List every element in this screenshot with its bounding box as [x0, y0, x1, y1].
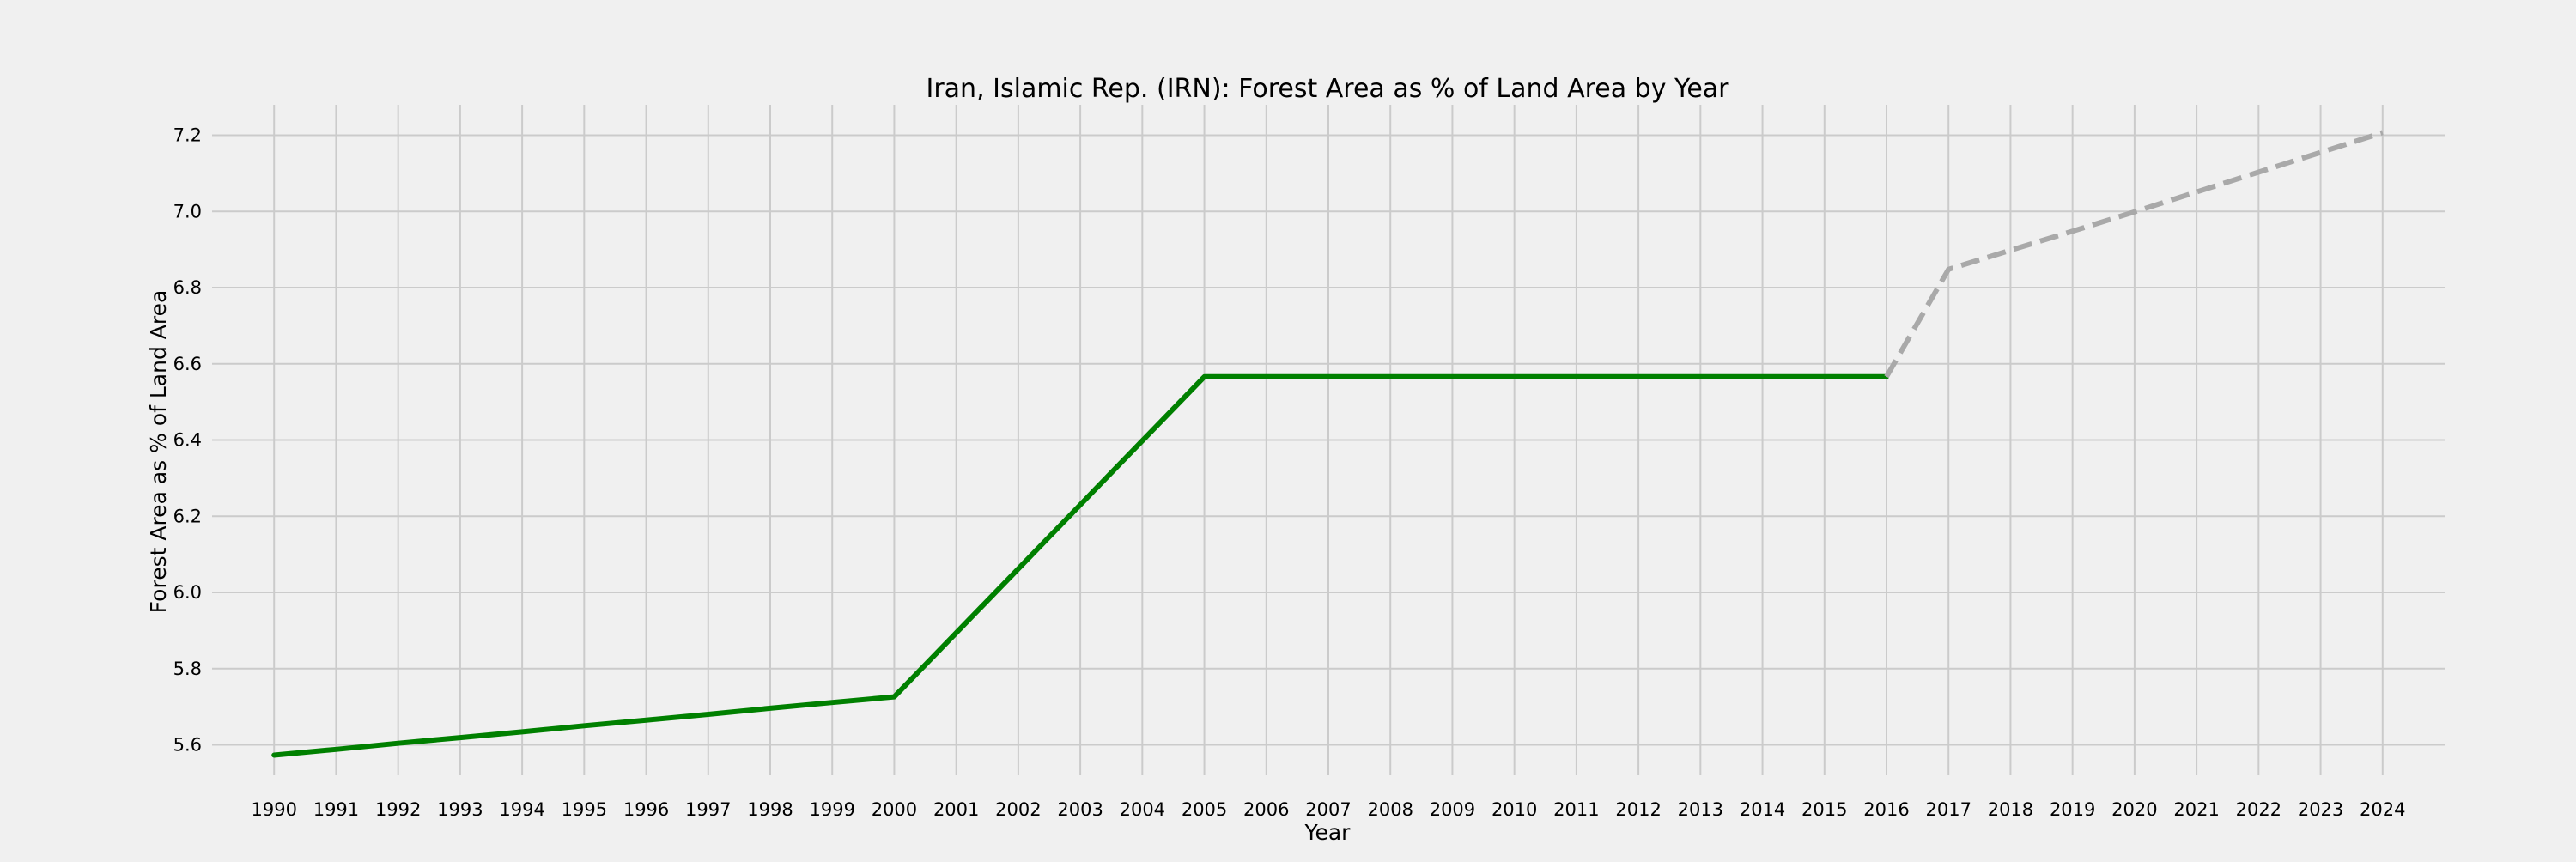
x-tick-label: 2018 [1988, 799, 2033, 820]
x-tick-label: 2017 [1925, 799, 1971, 820]
x-tick-label: 2008 [1367, 799, 1413, 820]
projected-series-line [1884, 130, 2384, 379]
x-tick-label: 1997 [685, 799, 731, 820]
x-tick-label: 2022 [2236, 799, 2281, 820]
x-tick-label: 2012 [1615, 799, 1661, 820]
x-tick-label: 2011 [1553, 799, 1599, 820]
x-tick-label: 2003 [1057, 799, 1103, 820]
y-tick-label: 6.0 [173, 582, 202, 603]
y-tick-label: 7.0 [173, 201, 202, 222]
x-tick-label: 2010 [1492, 799, 1537, 820]
y-tick-label: 5.6 [173, 735, 202, 756]
x-axis-ticks: 1990 1991 1992 1993 1994 1995 1996 1997 1998 1999… [251, 799, 2405, 820]
chart-title: Iran, Islamic Rep. (IRN): Forest Area as… [926, 74, 1729, 104]
x-tick-label: 2006 [1243, 799, 1289, 820]
x-tick-label: 2021 [2173, 799, 2219, 820]
x-tick-label: 1993 [437, 799, 483, 820]
x-tick-label: 2015 [1801, 799, 1847, 820]
y-tick-label: 7.2 [173, 125, 202, 146]
x-tick-label: 1995 [562, 799, 607, 820]
x-tick-label: 2014 [1740, 799, 1785, 820]
x-tick-label: 2020 [2111, 799, 2157, 820]
x-tick-label: 1990 [251, 799, 296, 820]
y-tick-label: 6.6 [173, 354, 202, 374]
x-tick-label: 2023 [2298, 799, 2343, 820]
x-tick-label: 2019 [2050, 799, 2095, 820]
x-tick-label: 2001 [933, 799, 979, 820]
x-tick-label: 2007 [1305, 799, 1351, 820]
series-layer [271, 130, 2384, 758]
x-tick-label: 1998 [747, 799, 793, 820]
y-tick-label: 6.4 [173, 430, 202, 451]
x-tick-label: 1992 [375, 799, 421, 820]
x-tick-label: 2002 [995, 799, 1041, 820]
y-tick-label: 5.8 [173, 659, 202, 679]
y-axis-title: Forest Area as % of Land Area [146, 290, 171, 614]
y-axis-ticks: 5.6 5.8 6.0 6.2 6.4 6.6 6.8 7.0 7.2 [173, 125, 202, 756]
x-tick-label: 2013 [1678, 799, 1723, 820]
x-tick-label: 1999 [809, 799, 854, 820]
x-tick-label: 2009 [1430, 799, 1475, 820]
x-tick-label: 1996 [623, 799, 669, 820]
x-tick-label: 2000 [872, 799, 917, 820]
grid [212, 105, 2445, 775]
x-tick-label: 2016 [1863, 799, 1909, 820]
y-tick-label: 6.8 [173, 277, 202, 298]
y-tick-label: 6.2 [173, 506, 202, 526]
x-axis-title: Year [1304, 820, 1352, 845]
actual-series-line [271, 373, 1889, 758]
x-tick-label: 2004 [1120, 799, 1165, 820]
x-tick-label: 1994 [499, 799, 544, 820]
x-tick-label: 2005 [1182, 799, 1227, 820]
x-tick-label: 2024 [2360, 799, 2405, 820]
x-tick-label: 1991 [313, 799, 359, 820]
